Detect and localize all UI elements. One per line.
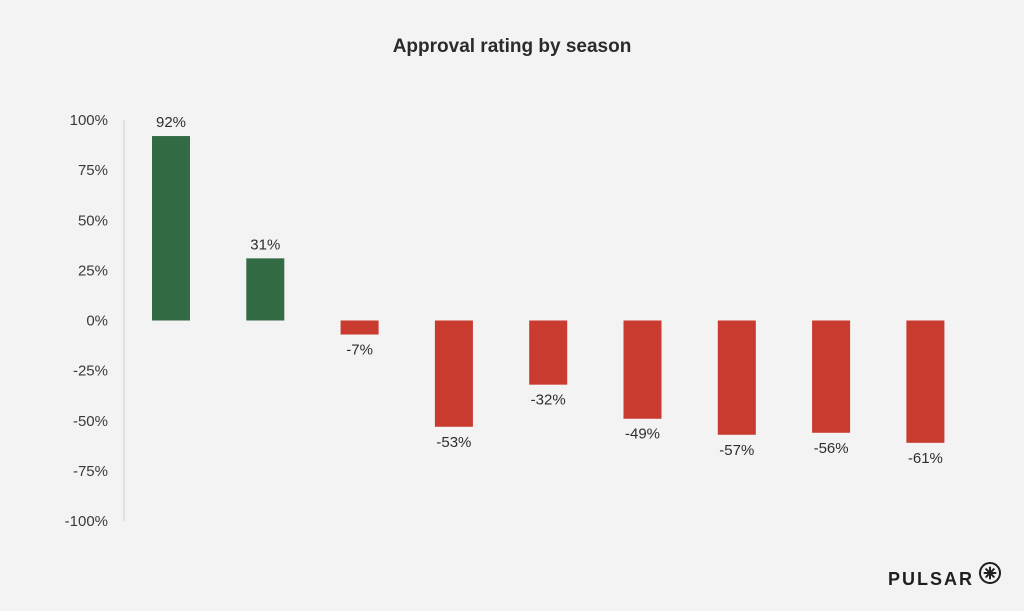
y-tick-label: -75%	[73, 463, 108, 480]
chart-title: Approval rating by season	[392, 36, 632, 57]
y-tick-label: 25%	[78, 262, 108, 279]
bar	[246, 258, 285, 321]
y-tick-label: -50%	[73, 413, 108, 430]
data-label: 92%	[156, 114, 186, 131]
brand-name: PULSAR	[887, 568, 974, 589]
bar	[717, 320, 756, 435]
data-label: -53%	[436, 434, 471, 451]
y-tick-label: -25%	[73, 363, 108, 380]
data-label: -7%	[346, 342, 373, 359]
y-tick-label: 100%	[70, 112, 108, 129]
bar	[812, 320, 851, 433]
data-label: -56%	[814, 440, 849, 457]
brand-logo: PULSAR	[887, 562, 1002, 591]
data-label: -32%	[531, 392, 566, 409]
y-tick-label: 50%	[78, 212, 108, 229]
pulsar-star-icon	[979, 562, 1001, 584]
bar	[623, 320, 662, 419]
y-tick-label: 0%	[86, 313, 108, 330]
bar	[434, 320, 473, 427]
bar	[152, 136, 190, 321]
y-tick-label: 75%	[78, 162, 108, 179]
y-tick-label: -100%	[65, 513, 108, 530]
data-label: 31%	[250, 236, 280, 253]
bar	[340, 320, 379, 335]
data-label: -57%	[719, 442, 754, 459]
bar	[906, 320, 945, 443]
data-label: -61%	[908, 450, 943, 467]
bar	[529, 320, 568, 385]
data-label: -49%	[625, 426, 660, 443]
